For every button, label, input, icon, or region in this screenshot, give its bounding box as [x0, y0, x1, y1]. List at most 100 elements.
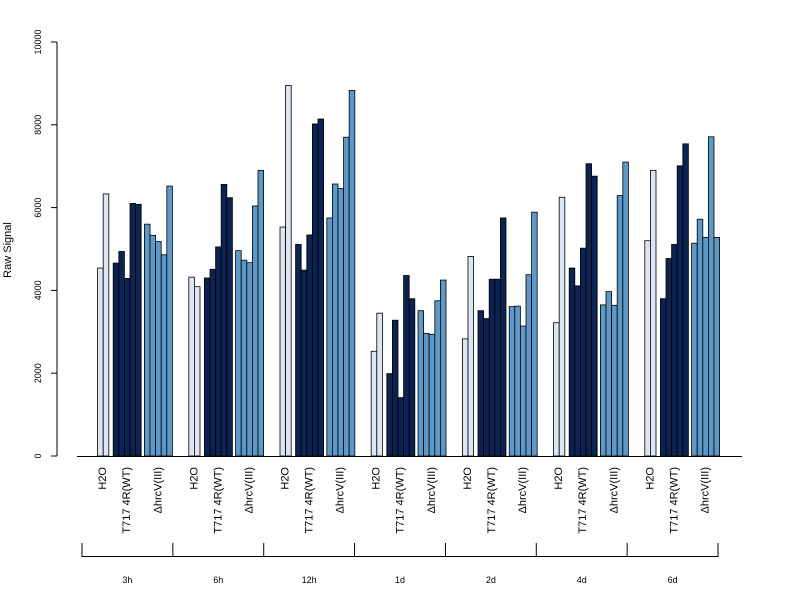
treatment-label: H2O	[371, 467, 383, 490]
bar	[702, 237, 709, 457]
time-label: 6h	[213, 575, 223, 585]
bar	[514, 305, 521, 457]
bar	[428, 333, 436, 457]
bar	[300, 269, 308, 457]
bar	[193, 286, 201, 457]
treatment-label: ΔhrcV(III)	[335, 467, 347, 513]
bar	[408, 298, 416, 457]
bar	[644, 240, 651, 457]
bar	[525, 274, 532, 457]
treatment-label: T717 4R(WT)	[486, 467, 498, 534]
treatment-label: T717 4R(WT)	[577, 467, 589, 534]
bar	[386, 373, 393, 457]
bar	[423, 333, 430, 457]
y-tick-label: 4000	[33, 280, 43, 300]
bar	[135, 203, 142, 457]
bars	[97, 85, 720, 457]
treatment-label: ΔhrcV(III)	[244, 467, 256, 513]
bar	[580, 247, 587, 457]
bar	[348, 90, 356, 457]
bar	[616, 195, 624, 457]
treatment-label: H2O	[280, 467, 292, 490]
bar	[483, 318, 490, 457]
bar	[682, 143, 689, 457]
treatment-label: H2O	[97, 467, 109, 490]
bar	[574, 285, 581, 457]
treatment-label: H2O	[553, 467, 565, 490]
bar	[391, 319, 399, 457]
bar	[220, 184, 228, 457]
bar	[494, 278, 501, 457]
bar	[467, 256, 474, 457]
bar	[397, 397, 404, 457]
x-axis-labels: H2O T717 4R(WT) ΔhrcV(III) H2O T717 4R(WT) Δh…	[97, 467, 711, 534]
time-label: 4d	[577, 575, 587, 585]
bar	[160, 254, 168, 457]
y-tick-label: 6000	[33, 198, 43, 218]
y-tick-label: 0	[33, 453, 43, 458]
bar	[691, 242, 698, 457]
bar	[553, 322, 560, 457]
y-tick-label: 2000	[33, 363, 43, 383]
treatment-label: H2O	[462, 467, 474, 490]
treatment-label: T717 4R(WT)	[121, 467, 133, 534]
bar	[124, 277, 131, 457]
bar	[155, 241, 162, 457]
bar	[376, 312, 383, 457]
bar	[240, 259, 248, 457]
bar	[611, 304, 618, 457]
bar	[370, 350, 378, 457]
bar	[226, 197, 233, 457]
bar	[477, 310, 484, 457]
bar	[251, 205, 259, 457]
treatment-label: ΔhrcV(III)	[700, 467, 712, 513]
bar	[434, 300, 441, 457]
bar	[257, 169, 264, 457]
bar	[568, 267, 576, 457]
bar	[622, 161, 629, 457]
bar	[585, 163, 592, 457]
bar	[311, 123, 319, 457]
bar	[600, 304, 607, 457]
bar	[149, 234, 156, 457]
bar	[439, 279, 447, 457]
y-tick-label: 10000	[33, 29, 43, 54]
bar	[403, 275, 410, 457]
y-axis: 0 2000 4000 6000 8000 10000	[33, 29, 58, 459]
bar	[209, 268, 216, 457]
bar	[650, 169, 657, 457]
treatment-label: ΔhrcV(III)	[608, 467, 620, 513]
bar	[317, 118, 324, 457]
bar	[203, 277, 211, 457]
bar	[129, 203, 136, 457]
treatment-label: ΔhrcV(III)	[426, 467, 438, 513]
bar	[665, 258, 672, 457]
bar	[143, 223, 151, 457]
bar	[97, 267, 104, 457]
bar	[343, 136, 350, 457]
y-tick-label: 8000	[33, 115, 43, 135]
treatment-label: T717 4R(WT)	[304, 467, 316, 534]
bar	[279, 226, 286, 457]
bar	[337, 188, 344, 457]
bar	[713, 237, 720, 457]
time-label: 6d	[668, 575, 678, 585]
treatment-label: ΔhrcV(III)	[152, 467, 164, 513]
bar	[285, 85, 292, 457]
bar	[499, 217, 507, 457]
bar	[246, 262, 253, 457]
treatment-label: T717 4R(WT)	[212, 467, 224, 534]
y-axis-label: Raw Signal	[2, 222, 14, 278]
treatment-label: H2O	[644, 467, 656, 490]
bar	[118, 251, 125, 457]
bar	[235, 250, 242, 457]
bar	[696, 218, 704, 457]
bar	[295, 244, 302, 457]
bar	[488, 278, 496, 457]
treatment-label: ΔhrcV(III)	[517, 467, 529, 513]
bar	[112, 262, 120, 457]
time-brackets: 3h 6h 12h 1d 2d 4d 6d	[81, 543, 719, 585]
bar	[660, 298, 667, 457]
